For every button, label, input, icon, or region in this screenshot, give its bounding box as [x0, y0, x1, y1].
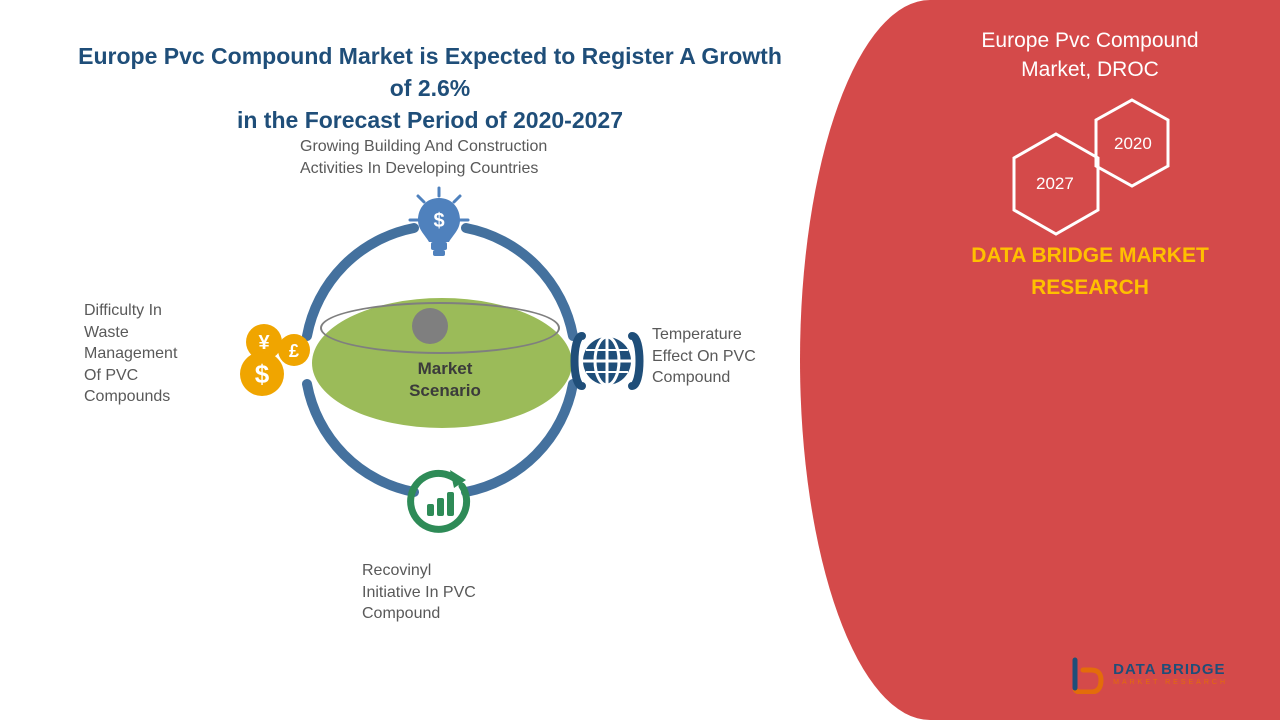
left-l1: Difficulty In — [84, 302, 162, 319]
svg-text:$: $ — [433, 210, 444, 232]
right-l1: Temperature — [652, 326, 742, 343]
left-l5: Compounds — [84, 388, 170, 405]
logo-line1: DATA BRIDGE — [1113, 662, 1228, 677]
hex-label-2027: 2027 — [1036, 174, 1074, 194]
panel-title-l1: Europe Pvc Compound — [940, 26, 1240, 55]
svg-text:$: $ — [255, 359, 270, 389]
logo-icon — [1069, 654, 1105, 694]
org-l2: RESEARCH — [940, 272, 1240, 304]
center-l1: Market — [418, 359, 473, 378]
main-title: Europe Pvc Compound Market is Expected t… — [70, 40, 790, 137]
org-name: DATA BRIDGE MARKET RESEARCH — [940, 240, 1240, 303]
right-node-label: Temperature Effect On PVC Compound — [652, 324, 802, 389]
globe-icon — [568, 328, 646, 399]
top-l1: Growing Building And Construction — [300, 138, 547, 155]
bottom-l3: Compound — [362, 605, 440, 622]
org-l1: DATA BRIDGE MARKET — [940, 240, 1240, 272]
right-l2: Effect On PVC — [652, 348, 756, 365]
panel-title-l2: Market, DROC — [940, 55, 1240, 84]
top-node-label: Growing Building And Construction Activi… — [300, 136, 620, 179]
coins-icon: ¥ £ $ — [230, 320, 320, 405]
title-line2: in the Forecast Period of 2020-2027 — [70, 104, 790, 136]
left-node-label: Difficulty In Waste Management Of PVC Co… — [84, 300, 224, 408]
top-l2: Activities In Developing Countries — [300, 160, 538, 177]
center-label: Market Scenario — [390, 358, 500, 402]
center-dot — [412, 308, 448, 344]
svg-text:¥: ¥ — [258, 332, 270, 354]
lightbulb-dollar-icon: $ — [406, 184, 472, 267]
logo-line2: MARKET RESEARCH — [1113, 679, 1228, 686]
svg-text:£: £ — [289, 341, 299, 361]
right-l3: Compound — [652, 369, 730, 386]
center-l2: Scenario — [409, 381, 481, 400]
bottom-node-label: Recovinyl Initiative In PVC Compound — [362, 560, 532, 625]
panel-title: Europe Pvc Compound Market, DROC — [940, 26, 1240, 85]
left-l2: Waste — [84, 324, 129, 341]
logo-text: DATA BRIDGE MARKET RESEARCH — [1113, 662, 1228, 686]
bottom-l2: Initiative In PVC — [362, 584, 476, 601]
left-l4: Of PVC — [84, 367, 138, 384]
left-l3: Management — [84, 345, 177, 362]
company-logo: DATA BRIDGE MARKET RESEARCH — [1069, 654, 1228, 694]
bottom-l1: Recovinyl — [362, 562, 431, 579]
market-scenario-diagram: Market Scenario $ — [180, 180, 700, 620]
title-line1: Europe Pvc Compound Market is Expected t… — [70, 40, 790, 104]
recycle-chart-icon — [404, 468, 474, 543]
hex-label-2020: 2020 — [1114, 134, 1152, 154]
right-panel — [800, 0, 1280, 720]
